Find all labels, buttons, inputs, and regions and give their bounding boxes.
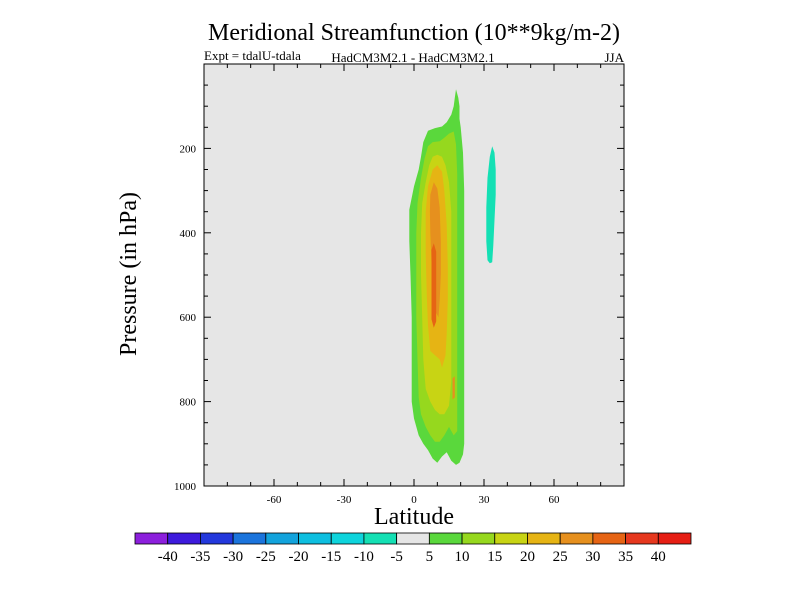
colorbar-label: 25 <box>553 549 568 565</box>
contour-negative-10-5 <box>486 146 496 264</box>
colorbar-label: 40 <box>651 549 666 565</box>
colorbar-swatch <box>330 532 365 545</box>
y-tick-label: 600 <box>180 312 197 324</box>
colorbar-label: -25 <box>256 549 276 565</box>
colorbar-swatch <box>167 532 201 545</box>
colorbar-label: -15 <box>321 549 341 565</box>
colorbar-swatch <box>494 532 528 545</box>
colorbar-label: 30 <box>585 549 600 565</box>
colorbar-label: 15 <box>487 549 502 565</box>
colorbar-swatch <box>265 532 299 545</box>
x-tick-label: 60 <box>549 494 561 506</box>
y-tick-label: 800 <box>180 397 197 409</box>
colorbar-swatch <box>232 532 267 545</box>
x-tick-label: 0 <box>411 494 417 506</box>
colorbar-label: -35 <box>190 549 210 565</box>
y-tick-label: 200 <box>180 143 197 155</box>
colorbar-swatch <box>461 532 496 545</box>
colorbar-swatch <box>396 532 430 545</box>
season-label: JJA <box>604 50 624 65</box>
contour-positive-30-35-small <box>452 376 455 400</box>
colorbar-swatch <box>428 532 463 545</box>
colorbar-swatch <box>298 532 332 545</box>
colorbar-swatch <box>625 532 659 545</box>
contour-positive-30-35 <box>431 243 437 328</box>
colorbar-label: -40 <box>158 549 178 565</box>
colorbar: -40 -35 -30 -25 -20 -15 -10 -5 5 10 15 20 25 30 35 40 <box>134 532 692 565</box>
colorbar-swatch <box>200 532 234 545</box>
colorbar-swatch <box>134 532 169 545</box>
colorbar-swatch <box>363 532 398 545</box>
colorbar-swatch <box>559 532 594 545</box>
colorbar-swatch <box>657 532 692 545</box>
colorbar-label: -5 <box>390 549 403 565</box>
colorbar-label: -10 <box>354 549 374 565</box>
y-tick-label: 1000 <box>174 481 197 493</box>
model-comparison-label: HadCM3M2.1 - HadCM3M2.1 <box>331 50 494 65</box>
x-tick-label: -30 <box>337 494 352 506</box>
chart-title: Meridional Streamfunction (10**9kg/m-2) <box>208 20 620 46</box>
colorbar-label: 35 <box>618 549 633 565</box>
colorbar-swatch <box>527 532 561 545</box>
x-axis-title: Latitude <box>374 504 454 530</box>
colorbar-label: 10 <box>455 549 470 565</box>
colorbar-swatch <box>592 532 626 545</box>
x-tick-label: -60 <box>267 494 282 506</box>
experiment-label: Expt = tdalU-tdala <box>204 48 301 63</box>
colorbar-label: -20 <box>289 549 309 565</box>
y-tick-label: 400 <box>180 228 197 240</box>
plot-axes: -60 -30 0 30 60 200 400 600 800 1000 <box>174 63 625 506</box>
colorbar-label: 5 <box>426 549 434 565</box>
colorbar-label: -30 <box>223 549 243 565</box>
y-axis-title: Pressure (in hPa) <box>116 192 142 356</box>
colorbar-label: 20 <box>520 549 535 565</box>
contour-layer <box>204 64 624 486</box>
x-tick-label: 30 <box>479 494 491 506</box>
